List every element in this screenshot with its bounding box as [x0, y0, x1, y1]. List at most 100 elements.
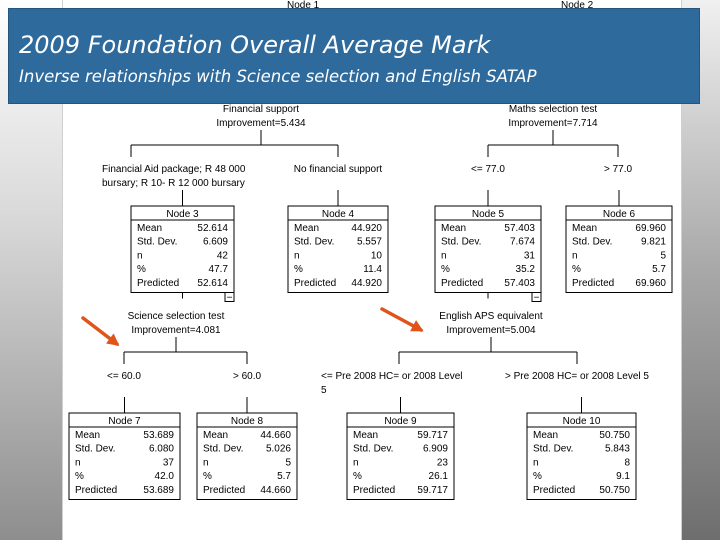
- node-6-row-label: Mean: [572, 223, 597, 234]
- node-4-row-value: 44.920: [351, 278, 382, 289]
- node-10-row-value: 50.750: [599, 485, 630, 496]
- node-5-row-label: Mean: [441, 223, 466, 234]
- node-3-collapse-toggle: [224, 292, 235, 302]
- node-9-row-value: 23: [437, 457, 449, 468]
- node-6-row-value: 69.960: [635, 223, 666, 234]
- split-financial-improvement: Improvement=5.434: [216, 118, 306, 129]
- split-english-left-branch-label: <= Pre 2008 HC= or 2008 Level: [321, 371, 462, 382]
- node-4-row-value: 44.920: [351, 223, 382, 234]
- node-3-collapse-symbol: −: [227, 293, 233, 304]
- node-3-row-label: Mean: [137, 223, 162, 234]
- node-10-row-label: Std. Dev.: [533, 444, 573, 455]
- node-8-row-value: 5.026: [266, 444, 291, 455]
- node-5-title: Node 5: [472, 209, 505, 220]
- split-english-right-branch-label: > Pre 2008 HC= or 2008 Level 5: [505, 371, 649, 382]
- node-7-row-label: Mean: [75, 430, 100, 441]
- node-6-row-label: n: [572, 250, 578, 261]
- node-3-row-label: n: [137, 250, 143, 261]
- node-5-row-value: 7.674: [510, 237, 535, 248]
- node-4-row-label: Predicted: [294, 278, 336, 289]
- arrow-science: [81, 316, 120, 346]
- title-banner: 2009 Foundation Overall Average Mark Inv…: [8, 8, 700, 104]
- node-8-title: Node 8: [231, 416, 264, 427]
- node-3-row-value: 52.614: [197, 223, 228, 234]
- node-8-row-value: 44.660: [260, 485, 291, 496]
- node-7-title: Node 7: [108, 416, 141, 427]
- node-10-row-label: Mean: [533, 430, 558, 441]
- node-6-row-value: 69.960: [635, 278, 666, 289]
- node-5-collapse-symbol: −: [534, 293, 540, 304]
- node-10-row-value: 5.843: [605, 444, 630, 455]
- split-science-right-branch-label: > 60.0: [233, 371, 262, 382]
- node-6-row-value: 5.7: [652, 264, 666, 275]
- node-6-row-label: %: [572, 264, 581, 275]
- node-3-row-value: 42: [217, 250, 229, 261]
- node-7-row-label: Std. Dev.: [75, 444, 115, 455]
- node-6-title: Node 6: [603, 209, 636, 220]
- split-maths-left-branch-label: <= 77.0: [471, 164, 505, 175]
- node-4-title: Node 4: [322, 209, 355, 220]
- node-7-row-value: 53.689: [143, 430, 174, 441]
- split-financial-left-branch-label: Financial Aid package; R 48 000: [102, 164, 246, 175]
- node-5-row-label: Predicted: [441, 278, 483, 289]
- node-10-row-label: Predicted: [533, 485, 575, 496]
- split-financial-left-branch-label: bursary; R 10- R 12 000 bursary: [102, 178, 245, 189]
- node-7-row-value: 53.689: [143, 485, 174, 496]
- node-9-row-value: 6.909: [423, 444, 448, 455]
- node-10-row-label: n: [533, 457, 539, 468]
- node-4-row-value: 10: [371, 250, 383, 261]
- split-english-variable: English APS equivalent: [439, 311, 543, 322]
- node-5-row-value: 35.2: [516, 264, 536, 275]
- node-3-row-label: %: [137, 264, 146, 275]
- node-7-row-label: Predicted: [75, 485, 117, 496]
- node-9-title: Node 9: [384, 416, 417, 427]
- node-4-row-label: n: [294, 250, 300, 261]
- split-maths-variable: Maths selection test: [509, 104, 598, 115]
- node-4-row-value: 5.557: [357, 237, 382, 248]
- decision-tree-diagram: Node 1 Node 2 Financial support Improvement…: [68, 0, 673, 500]
- node-10-row-value: 8: [624, 457, 630, 468]
- split-english-left-branch-label: 5: [321, 385, 327, 396]
- node-8-row-value: 5: [285, 457, 291, 468]
- slide-subtitle: Inverse relationships with Science selec…: [19, 67, 537, 86]
- node-3-title: Node 3: [166, 209, 199, 220]
- node-7-row-label: n: [75, 457, 81, 468]
- node-3-row-value: 47.7: [209, 264, 229, 275]
- node-4-row-label: Mean: [294, 223, 319, 234]
- node-5-row-label: %: [441, 264, 450, 275]
- node-10-row-label: %: [533, 471, 542, 482]
- arrow-english: [380, 307, 424, 332]
- node-8-row-value: 44.660: [260, 430, 291, 441]
- node-3-row-label: Std. Dev.: [137, 237, 177, 248]
- node-5-row-label: n: [441, 250, 447, 261]
- node-8-row-label: %: [203, 471, 212, 482]
- node-9-row-value: 59.717: [417, 485, 448, 496]
- node-9-row-value: 26.1: [429, 471, 449, 482]
- slide-title: 2009 Foundation Overall Average Mark: [19, 31, 491, 59]
- node-6-row-label: Predicted: [572, 278, 614, 289]
- node-6-row-label: Std. Dev.: [572, 237, 612, 248]
- node-8-row-label: Std. Dev.: [203, 444, 243, 455]
- node-5-row-value: 31: [524, 250, 536, 261]
- split-financial-right-branch-label: No financial support: [294, 164, 383, 175]
- node-9-row-label: n: [353, 457, 359, 468]
- node-7-row-value: 37: [163, 457, 175, 468]
- node-5-row-value: 57.403: [504, 278, 535, 289]
- node-9-row-label: %: [353, 471, 362, 482]
- node-4-row-label: Std. Dev.: [294, 237, 334, 248]
- node-7-row-value: 42.0: [155, 471, 175, 482]
- node-10-title: Node 10: [563, 416, 601, 427]
- split-science-variable: Science selection test: [128, 311, 225, 322]
- node-5-collapse-toggle: [531, 292, 542, 302]
- node-8-row-value: 5.7: [277, 471, 291, 482]
- node-2-title-partial: Node 2: [561, 0, 594, 11]
- node-1-title-partial: Node 1: [287, 0, 320, 11]
- node-9-row-label: Mean: [353, 430, 378, 441]
- node-6-row-value: 5: [660, 250, 666, 261]
- node-7-row-label: %: [75, 471, 84, 482]
- split-science-improvement: Improvement=4.081: [131, 325, 221, 336]
- split-science-left-branch-label: <= 60.0: [107, 371, 141, 382]
- node-3-row-label: Predicted: [137, 278, 179, 289]
- node-8-row-label: n: [203, 457, 209, 468]
- node-10-row-value: 9.1: [616, 471, 630, 482]
